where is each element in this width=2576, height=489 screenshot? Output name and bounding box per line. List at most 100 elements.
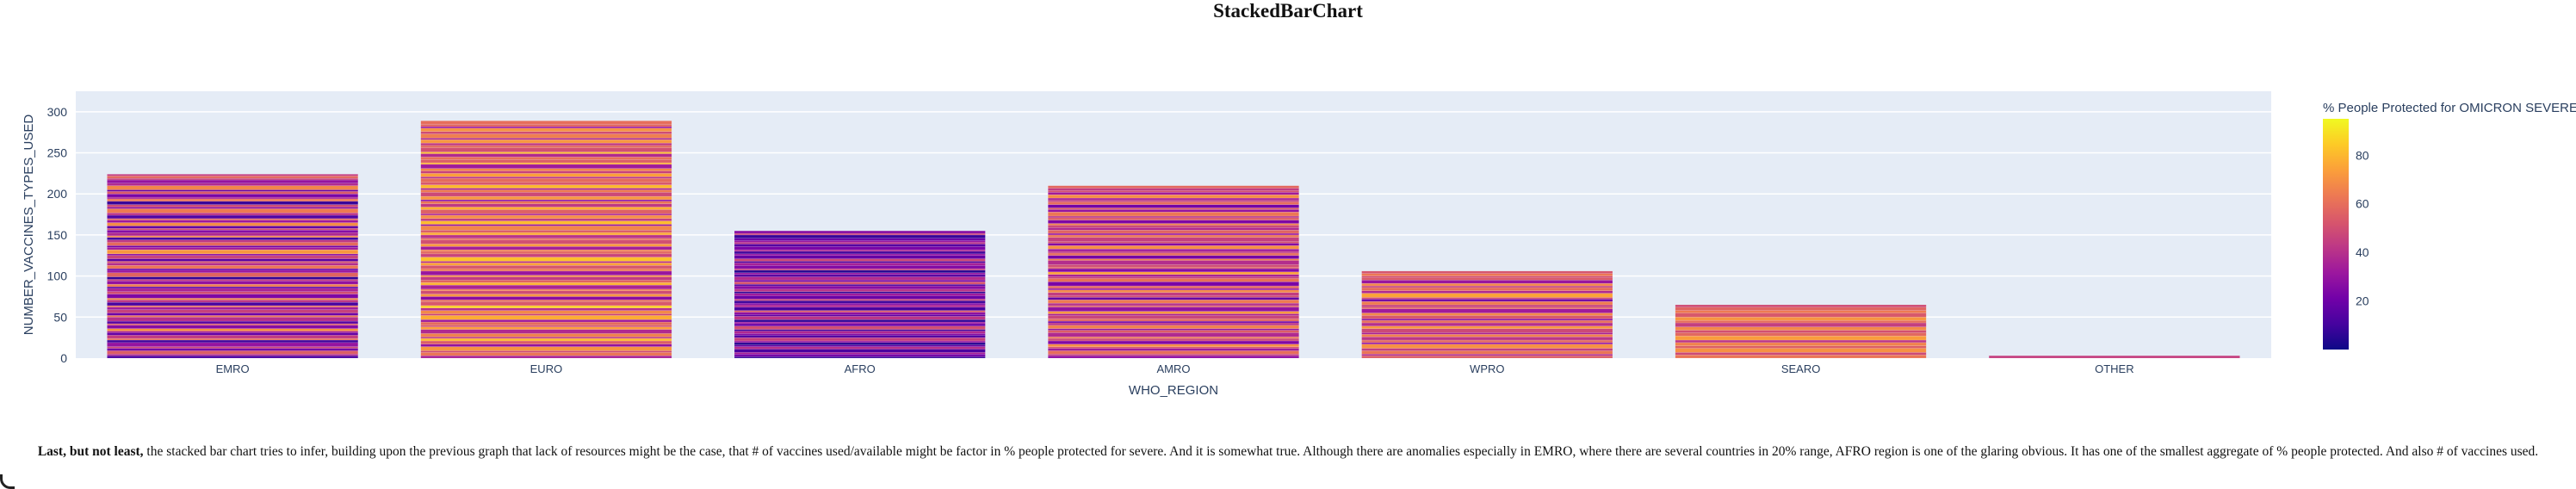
- y-tick-label: 0: [60, 351, 67, 365]
- bar-segment: [1675, 332, 1927, 337]
- bar-segment: [107, 283, 359, 288]
- bar-segment: [1048, 258, 1299, 261]
- bar-segment: [1048, 344, 1299, 347]
- bar-segment: [420, 123, 672, 127]
- bar-segment: [1048, 313, 1299, 316]
- colorbar-ticks: 20 40 60 80: [2356, 148, 2369, 307]
- bar-segment: [1361, 332, 1613, 335]
- x-tick-label: AFRO: [845, 362, 876, 375]
- bar-segment: [420, 355, 672, 359]
- bar-segment: [107, 177, 359, 181]
- bar-segment: [107, 179, 359, 184]
- bar-segment: [1048, 220, 1299, 224]
- bar-segment: [420, 346, 672, 351]
- bar-segment: [420, 213, 672, 216]
- bar-segment: [1361, 342, 1613, 344]
- bar-segment: [420, 173, 672, 177]
- bar-segment: [107, 281, 359, 285]
- bar-segment: [734, 253, 986, 256]
- bar-segment: [1048, 266, 1299, 269]
- bar-segment: [420, 257, 672, 262]
- bar-segment: [734, 349, 986, 353]
- bar-segment: [107, 348, 359, 351]
- bar-segment: [1048, 311, 1299, 314]
- bar-segment: [420, 307, 672, 311]
- bar-segment: [420, 268, 672, 272]
- bar-segment: [1048, 207, 1299, 210]
- bar-segment: [107, 214, 359, 220]
- bar-segment: [420, 340, 672, 344]
- bar-segment: [1048, 197, 1299, 201]
- page-title: StackedBarChart: [1213, 0, 1363, 22]
- bar-segment: [1048, 248, 1299, 252]
- bar-segment: [734, 304, 986, 308]
- bar-segment: [1048, 268, 1299, 273]
- bar-segment: [420, 182, 672, 185]
- bar-segment: [734, 261, 986, 263]
- bar-segment: [1675, 342, 1927, 346]
- colorbar-tick-label: 20: [2356, 294, 2369, 308]
- bar-segment: [1048, 243, 1299, 246]
- x-tick-label: SEARO: [1781, 362, 1821, 375]
- bar-segment: [734, 342, 986, 345]
- bar-segment: [734, 268, 986, 271]
- bar-segment: [1361, 299, 1613, 302]
- bar-segment: [734, 335, 986, 338]
- bar-segment: [1048, 274, 1299, 277]
- bar-segment: [734, 280, 986, 282]
- bar-segment: [107, 207, 359, 209]
- bar-segment: [420, 126, 672, 129]
- bar-segment: [107, 174, 359, 176]
- bar-segment: [107, 194, 359, 198]
- caption-body: the stacked bar chart tries to infer, bu…: [146, 444, 2539, 459]
- bar-segment: [1361, 322, 1613, 327]
- bar-segment: [420, 246, 672, 251]
- bar-segment: [1048, 190, 1299, 193]
- bar-segment: [107, 198, 359, 202]
- bar-segment: [107, 191, 359, 195]
- bar-segment: [107, 230, 359, 233]
- bar-segment: [1048, 350, 1299, 355]
- bar-segment: [107, 222, 359, 226]
- bar-segment: [107, 208, 359, 214]
- bar-segment: [107, 335, 359, 339]
- bar-segment: [734, 265, 986, 269]
- bar-segment: [1361, 283, 1613, 287]
- bar-segment: [420, 230, 672, 233]
- bar-segment: [107, 263, 359, 266]
- bar-segment: [734, 244, 986, 247]
- bar-segment: [734, 240, 986, 243]
- bar-segment: [420, 203, 672, 207]
- bar-segment: [1048, 289, 1299, 293]
- bar-segment: [734, 346, 986, 350]
- bar-segment: [1048, 278, 1299, 282]
- bar-segment: [420, 310, 672, 314]
- bar-segment: [107, 317, 359, 322]
- bar-segment: [1048, 252, 1299, 256]
- bar-segment: [1048, 288, 1299, 291]
- bar-segment: [420, 199, 672, 202]
- caption: Last, but not least, the stacked bar cha…: [5, 443, 2571, 461]
- bar-segment: [1361, 297, 1613, 300]
- bar-segment: [1048, 325, 1299, 329]
- x-tick-label: WPRO: [1470, 362, 1504, 375]
- bar-segment: [1048, 355, 1299, 359]
- bar-segment: [734, 263, 986, 266]
- bar-segment: [1048, 223, 1299, 226]
- bar-segment: [1361, 325, 1613, 329]
- bar-segment: [107, 220, 359, 223]
- bar-segment: [734, 321, 986, 325]
- bar-segment: [420, 234, 672, 238]
- bar-segment: [734, 288, 986, 292]
- bar-segment: [420, 326, 672, 330]
- bar-segment: [1048, 201, 1299, 205]
- bar-segment: [107, 245, 359, 248]
- bar-segment: [107, 305, 359, 308]
- bar-segment: [107, 255, 359, 259]
- bar-segment: [734, 234, 986, 238]
- bar-segment: [1361, 308, 1613, 313]
- bar-segment: [107, 300, 359, 303]
- bar-segment: [1048, 215, 1299, 219]
- x-axis-ticks: EMRO EURO AFRO AMRO WPRO SEARO OTHER: [216, 362, 2134, 375]
- bar-segment: [420, 127, 672, 132]
